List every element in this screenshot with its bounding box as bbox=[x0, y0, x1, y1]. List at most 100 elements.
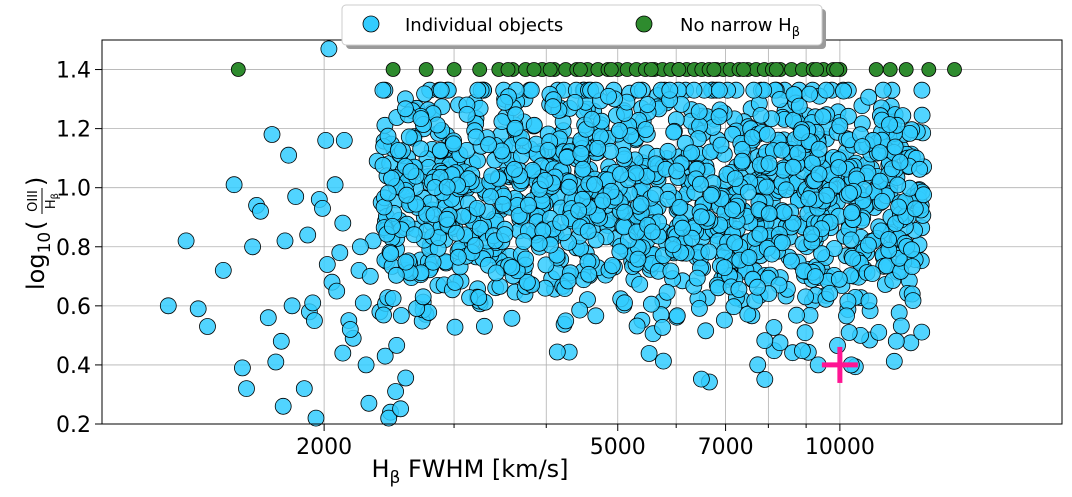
no-narrow-hbeta-point bbox=[671, 62, 687, 77]
individual-object-point bbox=[758, 125, 776, 143]
individual-object-point bbox=[692, 208, 710, 226]
individual-object-point bbox=[267, 353, 285, 371]
legend-marker-individual-objects bbox=[362, 15, 380, 33]
individual-object-point bbox=[314, 199, 331, 217]
individual-object-point bbox=[357, 356, 375, 374]
individual-object-point bbox=[821, 284, 839, 302]
individual-object-point bbox=[544, 98, 562, 116]
individual-object-point bbox=[360, 394, 378, 412]
individual-object-point bbox=[659, 190, 677, 208]
individual-object-point bbox=[745, 81, 763, 99]
individual-object-point bbox=[305, 312, 323, 330]
individual-object-point bbox=[583, 110, 601, 128]
individual-object-point bbox=[494, 195, 512, 213]
individual-object-point bbox=[334, 344, 352, 362]
individual-object-point bbox=[252, 202, 269, 220]
individual-object-point bbox=[726, 234, 744, 252]
individual-object-point bbox=[702, 186, 720, 204]
individual-object-point bbox=[662, 262, 680, 280]
individual-object-point bbox=[726, 170, 744, 188]
individual-object-point bbox=[817, 81, 835, 99]
individual-object-point bbox=[530, 234, 548, 252]
individual-object-point bbox=[189, 300, 207, 318]
individual-object-point bbox=[760, 155, 778, 173]
individual-object-point bbox=[911, 160, 928, 178]
individual-object-point bbox=[560, 178, 578, 196]
individual-object-point bbox=[643, 295, 660, 313]
individual-object-point bbox=[796, 324, 814, 342]
x-axis-ticks: 2000 5000 7000 10000 bbox=[296, 424, 875, 460]
individual-object-point bbox=[664, 236, 682, 254]
individual-object-point bbox=[559, 272, 577, 290]
y-axis-label-denominator: H bbox=[44, 199, 59, 209]
individual-object-point bbox=[318, 256, 336, 273]
individual-object-point bbox=[880, 231, 897, 248]
individual-object-point bbox=[374, 81, 392, 99]
individual-object-point bbox=[629, 250, 647, 268]
no-narrow-hbeta-point bbox=[472, 62, 488, 77]
individual-object-point bbox=[287, 188, 305, 206]
y-axis-label-denominator-sub: β bbox=[50, 193, 61, 199]
individual-object-point bbox=[668, 162, 686, 180]
x-axis-label-rest: FWHM [km/s] bbox=[400, 455, 568, 483]
individual-object-point bbox=[775, 204, 793, 221]
individual-object-point bbox=[771, 91, 789, 108]
no-narrow-hbeta-point bbox=[868, 62, 884, 77]
no-narrow-hbeta-point bbox=[898, 62, 914, 77]
individual-object-point bbox=[860, 292, 878, 310]
individual-object-point bbox=[690, 103, 708, 120]
y-tick-label: 1.0 bbox=[56, 177, 91, 202]
individual-object-point bbox=[739, 183, 757, 201]
individual-object-point bbox=[794, 342, 811, 360]
individual-object-point bbox=[483, 167, 501, 185]
individual-object-point bbox=[683, 144, 700, 162]
individual-object-point bbox=[603, 257, 621, 274]
individual-object-point bbox=[320, 40, 338, 58]
no-narrow-hbeta-point bbox=[385, 62, 401, 77]
y-tick-label: 0.8 bbox=[56, 236, 91, 261]
individual-object-point bbox=[765, 319, 783, 336]
individual-object-point bbox=[671, 198, 689, 216]
individual-object-point bbox=[655, 352, 672, 370]
no-narrow-hbeta-point bbox=[736, 62, 751, 77]
individual-object-point bbox=[835, 82, 852, 100]
individual-object-point bbox=[199, 318, 216, 335]
individual-object-point bbox=[810, 165, 828, 183]
individual-object-point bbox=[412, 140, 430, 158]
no-narrow-hbeta-point bbox=[230, 62, 246, 77]
individual-object-point bbox=[616, 203, 634, 221]
individual-object-point bbox=[259, 309, 277, 327]
individual-object-point bbox=[903, 258, 921, 276]
individual-object-point bbox=[886, 138, 904, 156]
individual-object-point bbox=[789, 144, 807, 162]
individual-object-point bbox=[389, 142, 407, 159]
individual-object-point bbox=[871, 172, 889, 190]
individual-object-point bbox=[416, 85, 434, 103]
individual-object-point bbox=[807, 268, 824, 286]
individual-object-point bbox=[906, 200, 924, 218]
individual-object-point bbox=[159, 297, 177, 315]
individual-object-point bbox=[777, 181, 795, 199]
individual-object-point bbox=[503, 259, 521, 276]
individual-object-point bbox=[814, 108, 832, 126]
individual-object-point bbox=[376, 347, 394, 365]
individual-object-point bbox=[797, 288, 814, 306]
individual-object-point bbox=[299, 226, 317, 244]
individual-object-point bbox=[380, 409, 398, 427]
individual-object-point bbox=[674, 219, 691, 237]
individual-object-point bbox=[374, 156, 392, 174]
individual-object-point bbox=[520, 196, 537, 214]
individual-object-point bbox=[830, 159, 848, 177]
individual-object-point bbox=[331, 244, 349, 262]
individual-object-point bbox=[773, 234, 791, 252]
x-tick-label: 7000 bbox=[698, 435, 754, 460]
individual-object-point bbox=[493, 113, 511, 130]
individual-object-point bbox=[831, 117, 849, 135]
individual-object-point bbox=[733, 152, 751, 170]
individual-object-point bbox=[558, 148, 576, 166]
individual-object-point bbox=[874, 81, 892, 99]
individual-object-point bbox=[276, 232, 294, 250]
individual-object-point bbox=[632, 195, 650, 213]
individual-object-point bbox=[375, 306, 392, 324]
individual-object-point bbox=[392, 400, 410, 418]
